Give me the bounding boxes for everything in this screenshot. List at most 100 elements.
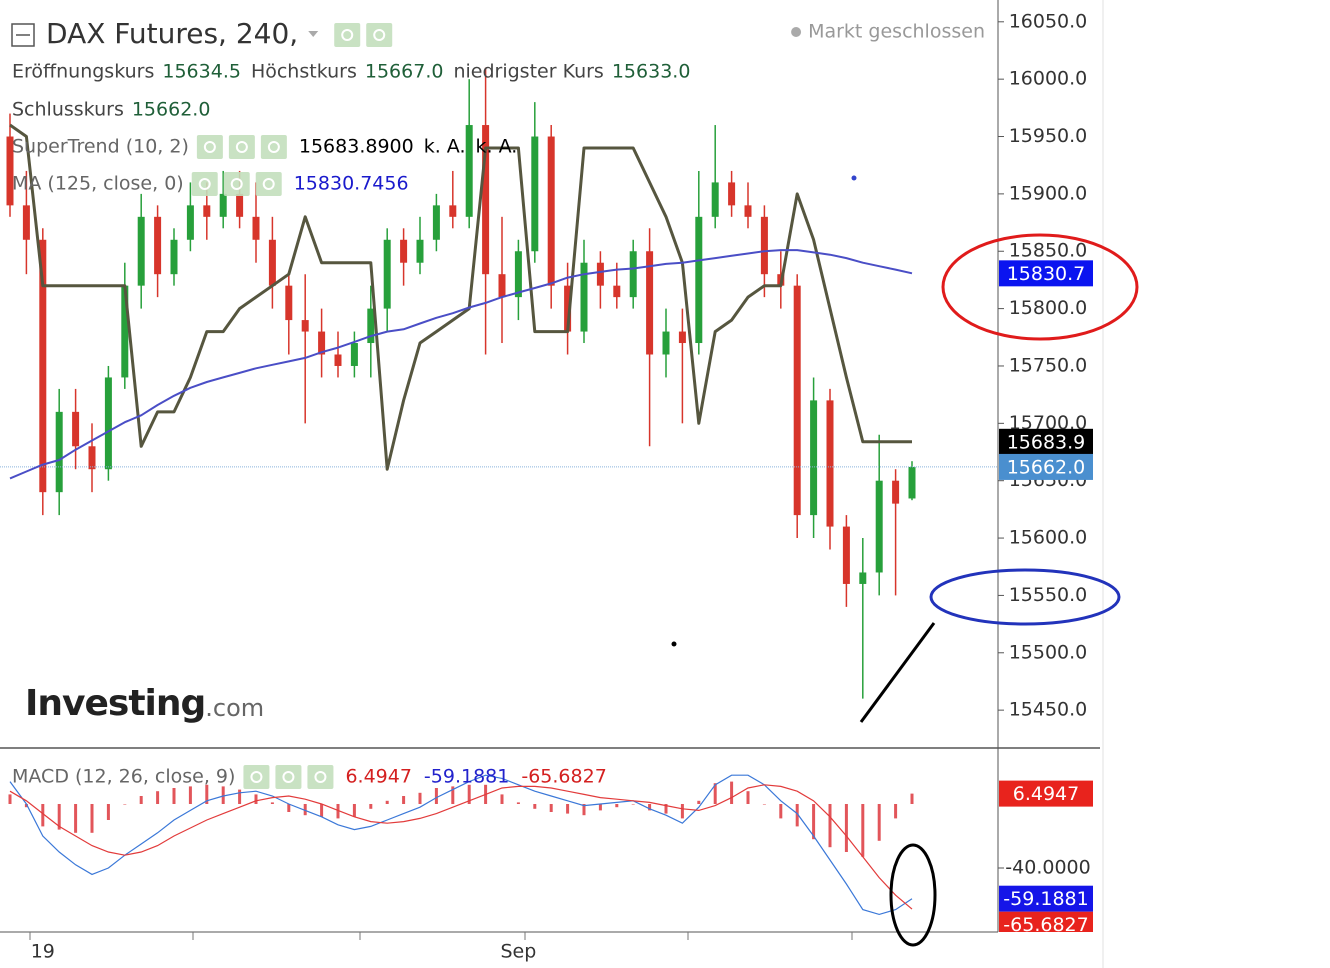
candle-body xyxy=(531,136,539,252)
candle-body xyxy=(842,526,850,584)
legend-icon-glyph xyxy=(198,178,211,190)
candle-body xyxy=(318,331,326,355)
macd-axis-marker-label: -65.6827 xyxy=(1003,914,1088,936)
histogram-bar xyxy=(516,802,520,804)
y-tick-label: 16000.0 xyxy=(1009,68,1088,90)
candle-body xyxy=(72,411,80,447)
black-ellipse xyxy=(889,843,937,947)
legend-value: 6.4947 xyxy=(345,766,411,788)
histogram-bar xyxy=(795,804,799,827)
candle-body xyxy=(121,285,129,378)
blue-ellipse xyxy=(929,568,1121,626)
histogram-bar xyxy=(713,783,717,804)
legend-icon xyxy=(366,23,393,47)
y-tick-label: 15800.0 xyxy=(1009,297,1088,319)
histogram-bar xyxy=(8,794,12,804)
histogram-bar xyxy=(730,781,734,804)
legend-icon xyxy=(334,23,361,47)
histogram-bar xyxy=(615,804,619,808)
histogram-bar xyxy=(352,804,356,817)
histogram-bar xyxy=(894,804,898,819)
chart-title: DAX Futures, 240, xyxy=(46,17,298,50)
x-tick-label: Sep xyxy=(500,941,536,963)
y-tick-label: 15950.0 xyxy=(1009,125,1088,147)
candle-body xyxy=(695,216,703,344)
status-dot xyxy=(791,27,802,37)
histogram-bar xyxy=(549,804,553,812)
macd-axis-marker-group: -65.6827 xyxy=(999,911,1093,936)
legend-value: 15683.8900 xyxy=(299,136,414,158)
histogram-bar xyxy=(303,804,307,816)
histogram-bar xyxy=(320,804,324,817)
red-ellipse xyxy=(941,233,1139,341)
candle-body xyxy=(432,205,440,240)
candle-body xyxy=(400,239,408,263)
ohlc-value: 15634.5 xyxy=(162,61,241,83)
trend-stroke xyxy=(859,622,936,723)
price-axis-marker-group: 15683.9 xyxy=(999,428,1093,455)
candle-body xyxy=(39,239,47,493)
histogram-bar xyxy=(697,800,701,804)
legend-icon xyxy=(255,172,282,196)
y-tick-label: 16050.0 xyxy=(1009,10,1088,32)
candle-body xyxy=(449,205,457,217)
logo-suffix: .com xyxy=(205,694,264,722)
ohlc-label: Höchstkurs xyxy=(251,61,357,83)
ink-dot xyxy=(851,175,857,181)
histogram-bar xyxy=(41,804,45,827)
candle-body xyxy=(482,125,490,275)
price-axis-marker-label: 15830.7 xyxy=(1007,263,1086,285)
legend-name: MACD (12, 26, close, 9) xyxy=(12,766,235,788)
candle-body xyxy=(514,251,522,298)
macd-line xyxy=(9,774,913,916)
histogram-bar xyxy=(205,784,209,804)
histogram-bar xyxy=(631,804,635,805)
candle-body xyxy=(6,136,14,206)
candle-body xyxy=(104,377,112,470)
histogram-bar xyxy=(90,804,94,833)
histogram-bar xyxy=(877,804,881,841)
histogram-bar xyxy=(664,804,668,814)
candle-body xyxy=(613,285,621,298)
candle-body xyxy=(826,400,834,527)
y-tick-label: 15900.0 xyxy=(1009,182,1088,204)
histogram-bar xyxy=(812,804,816,840)
histogram-bar xyxy=(123,804,127,805)
histogram-bar xyxy=(533,804,537,809)
x-tick-label: 19 xyxy=(31,941,55,963)
histogram-bar xyxy=(418,792,422,804)
legend-icon-glyph xyxy=(267,141,280,153)
price-axis-marker-group: 15830.7 xyxy=(999,260,1093,287)
indicator-line xyxy=(9,123,913,471)
ohlc-label: Schlusskurs xyxy=(12,99,124,121)
legend-value: -59.1881 xyxy=(424,766,509,788)
candle-body xyxy=(596,262,604,286)
histogram-bar xyxy=(844,804,848,852)
time-ticks xyxy=(29,932,853,940)
candle-body xyxy=(367,308,375,344)
legend-value: k. A. xyxy=(476,136,518,158)
candle-body xyxy=(892,480,900,504)
histogram-bar xyxy=(369,804,373,809)
legend-icon-glyph xyxy=(341,29,354,41)
candle-body xyxy=(219,193,227,217)
legend-icon xyxy=(243,765,270,789)
histogram-bar xyxy=(582,804,586,816)
legend-value: k. A. xyxy=(424,136,466,158)
candle-body xyxy=(301,320,309,332)
legend-icon xyxy=(307,765,334,789)
legend-icon xyxy=(228,135,255,159)
histogram-bar xyxy=(74,804,78,833)
price-axis-marker-label: 15662.0 xyxy=(1007,456,1086,478)
histogram-bar xyxy=(139,796,143,804)
histogram-bar xyxy=(287,804,291,812)
candle-body xyxy=(711,182,719,217)
y-tick-label: 15750.0 xyxy=(1009,354,1088,376)
y-tick-label: 15550.0 xyxy=(1009,584,1088,606)
legend-icon-glyph xyxy=(250,771,263,783)
histogram-bar xyxy=(402,796,406,804)
candle-body xyxy=(875,480,883,573)
candle-body xyxy=(810,400,818,516)
histogram-bar xyxy=(467,784,471,804)
